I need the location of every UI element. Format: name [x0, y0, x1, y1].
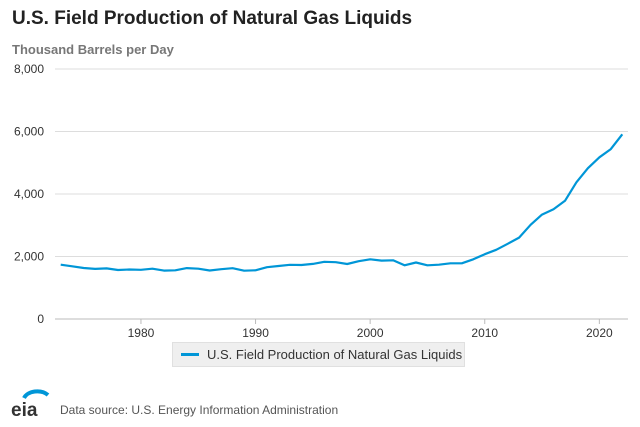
legend-swatch — [181, 353, 199, 356]
data-point[interactable] — [402, 262, 408, 268]
data-point[interactable] — [298, 262, 304, 268]
data-point[interactable] — [287, 262, 293, 268]
data-point[interactable] — [253, 267, 259, 273]
y-axis-label: Thousand Barrels per Day — [12, 42, 174, 57]
x-tick-label: 2010 — [471, 326, 498, 340]
data-point[interactable] — [551, 206, 557, 212]
data-point[interactable] — [241, 268, 247, 274]
data-point[interactable] — [493, 247, 499, 253]
data-point[interactable] — [104, 265, 110, 271]
y-tick-label: 4,000 — [14, 187, 44, 201]
data-point[interactable] — [585, 165, 591, 171]
data-point[interactable] — [459, 260, 465, 266]
data-point[interactable] — [447, 260, 453, 266]
data-point[interactable] — [390, 257, 396, 263]
data-point[interactable] — [470, 256, 476, 262]
data-point[interactable] — [539, 212, 545, 218]
legend-label: U.S. Field Production of Natural Gas Liq… — [207, 347, 463, 362]
data-point[interactable] — [115, 267, 121, 273]
data-point[interactable] — [333, 259, 339, 265]
data-point[interactable] — [230, 265, 236, 271]
data-point[interactable] — [528, 222, 534, 228]
data-point[interactable] — [596, 154, 602, 160]
data-point[interactable] — [126, 267, 132, 273]
y-tick-label: 6,000 — [14, 125, 44, 139]
y-tick-label: 2,000 — [14, 250, 44, 264]
data-point[interactable] — [619, 131, 625, 137]
data-point[interactable] — [264, 264, 270, 270]
data-point[interactable] — [482, 251, 488, 257]
legend[interactable]: U.S. Field Production of Natural Gas Liq… — [172, 342, 465, 367]
data-point[interactable] — [195, 266, 201, 272]
x-tick-label: 2000 — [357, 326, 384, 340]
data-point[interactable] — [172, 267, 178, 273]
data-point[interactable] — [608, 146, 614, 152]
x-tick-label: 2020 — [586, 326, 613, 340]
x-tick-label: 1980 — [128, 326, 155, 340]
data-point[interactable] — [505, 241, 511, 247]
data-point[interactable] — [321, 259, 327, 265]
data-point[interactable] — [516, 235, 522, 241]
chart-title: U.S. Field Production of Natural Gas Liq… — [12, 8, 413, 29]
data-point[interactable] — [184, 265, 190, 271]
data-point[interactable] — [310, 261, 316, 267]
y-tick-label: 8,000 — [14, 62, 44, 76]
data-point[interactable] — [81, 265, 87, 271]
x-tick-label: 1990 — [242, 326, 269, 340]
data-point[interactable] — [436, 262, 442, 268]
data-point[interactable] — [344, 261, 350, 267]
data-source: Data source: U.S. Energy Information Adm… — [60, 403, 339, 417]
y-tick-label: 0 — [37, 312, 44, 326]
data-point[interactable] — [207, 268, 213, 274]
line-chart: 0 2,000 4,000 6,000 8,000 1980 1990 2000 2010 202… — [14, 62, 628, 340]
eia-logo: eia — [11, 389, 50, 419]
svg-text:eia: eia — [11, 400, 38, 419]
data-point[interactable] — [69, 263, 75, 269]
data-point[interactable] — [218, 266, 224, 272]
data-point[interactable] — [379, 258, 385, 264]
data-point[interactable] — [413, 259, 419, 265]
data-point[interactable] — [573, 179, 579, 185]
data-point[interactable] — [161, 268, 167, 274]
data-point[interactable] — [149, 266, 155, 272]
data-point[interactable] — [424, 262, 430, 268]
data-point[interactable] — [138, 267, 144, 273]
series-line[interactable] — [60, 133, 624, 272]
data-point[interactable] — [275, 263, 281, 269]
data-point[interactable] — [367, 256, 373, 262]
data-point[interactable] — [58, 262, 64, 268]
data-point[interactable] — [92, 266, 98, 272]
data-point[interactable] — [356, 258, 362, 264]
data-point[interactable] — [562, 198, 568, 204]
